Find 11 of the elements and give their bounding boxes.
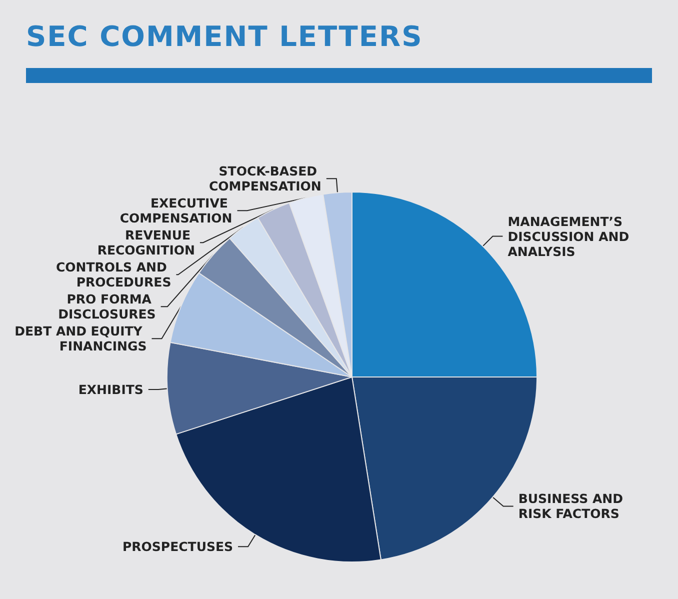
slice-label: PRO FORMA DISCLOSURES	[58, 292, 156, 322]
slice-label: REVENUE RECOGNITION	[97, 228, 195, 258]
slice-label: EXECUTIVE COMPENSATION	[120, 196, 232, 226]
slice-label: CONTROLS AND PROCEDURES	[56, 260, 172, 290]
chart-title: SEC COMMENT LETTERS	[26, 20, 423, 53]
slice-label: MANAGEMENT’S DISCUSSION AND ANALYSIS	[508, 214, 634, 259]
slice-label: PROSPECTUSES	[122, 539, 234, 554]
slice-label: STOCK-BASED COMPENSATION	[209, 164, 322, 194]
slice-label: DEBT AND EQUITY FINANCINGS	[14, 324, 147, 354]
slice-label: BUSINESS AND RISK FACTORS	[518, 491, 628, 522]
slice-label: EXHIBITS	[78, 382, 144, 397]
